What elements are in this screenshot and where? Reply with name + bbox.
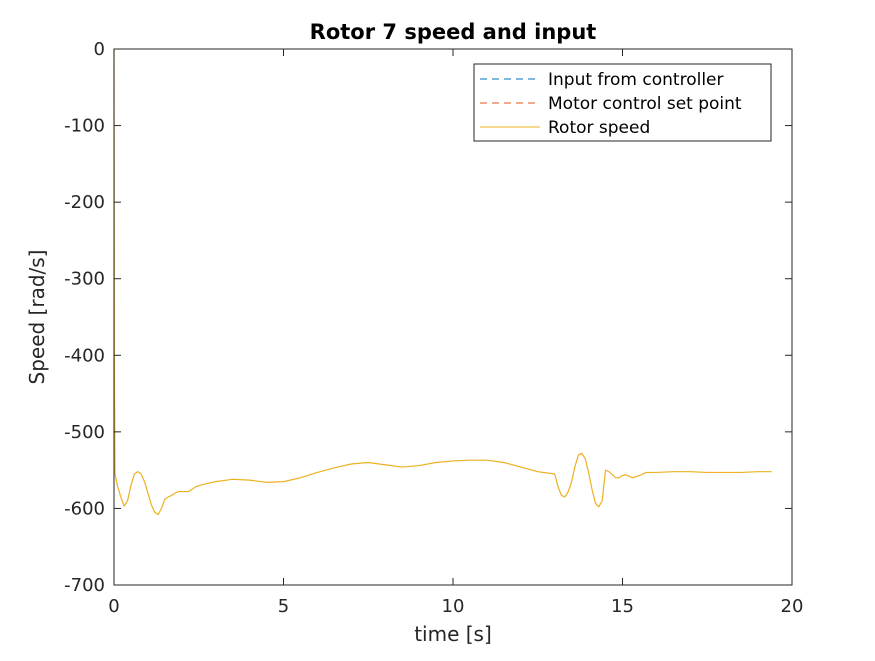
y-tick-label: -100 [64, 116, 105, 137]
legend-label-rotor-speed: Rotor speed [548, 118, 650, 138]
y-tick-label: -300 [64, 269, 105, 290]
legend-label-motor-control-set-point: Motor control set point [548, 94, 742, 114]
legend-label-input-from-controller: Input from controller [548, 70, 724, 90]
x-tick-label: 15 [611, 596, 634, 617]
legend: Input from controller Motor control set … [473, 63, 772, 142]
chart-title: Rotor 7 speed and input [310, 20, 597, 44]
y-tick-label: -600 [64, 498, 105, 519]
x-axis-label: time [s] [414, 622, 492, 646]
x-tick-label: 5 [278, 596, 289, 617]
y-tick-label: -400 [64, 345, 105, 366]
x-tick-label: 0 [108, 596, 119, 617]
series-layer [113, 48, 772, 516]
axes-box [113, 48, 793, 586]
y-tick-label: -500 [64, 422, 105, 443]
x-tick-label: 10 [442, 596, 465, 617]
y-tick-label: -200 [64, 192, 105, 213]
legend-box [473, 63, 772, 142]
y-tick-label: -700 [64, 575, 105, 596]
x-tick-label: 20 [781, 596, 804, 617]
y-tick-label: 0 [94, 39, 105, 60]
y-axis-label: Speed [rad/s] [25, 250, 49, 385]
series-line-rotor-speed [113, 48, 772, 516]
